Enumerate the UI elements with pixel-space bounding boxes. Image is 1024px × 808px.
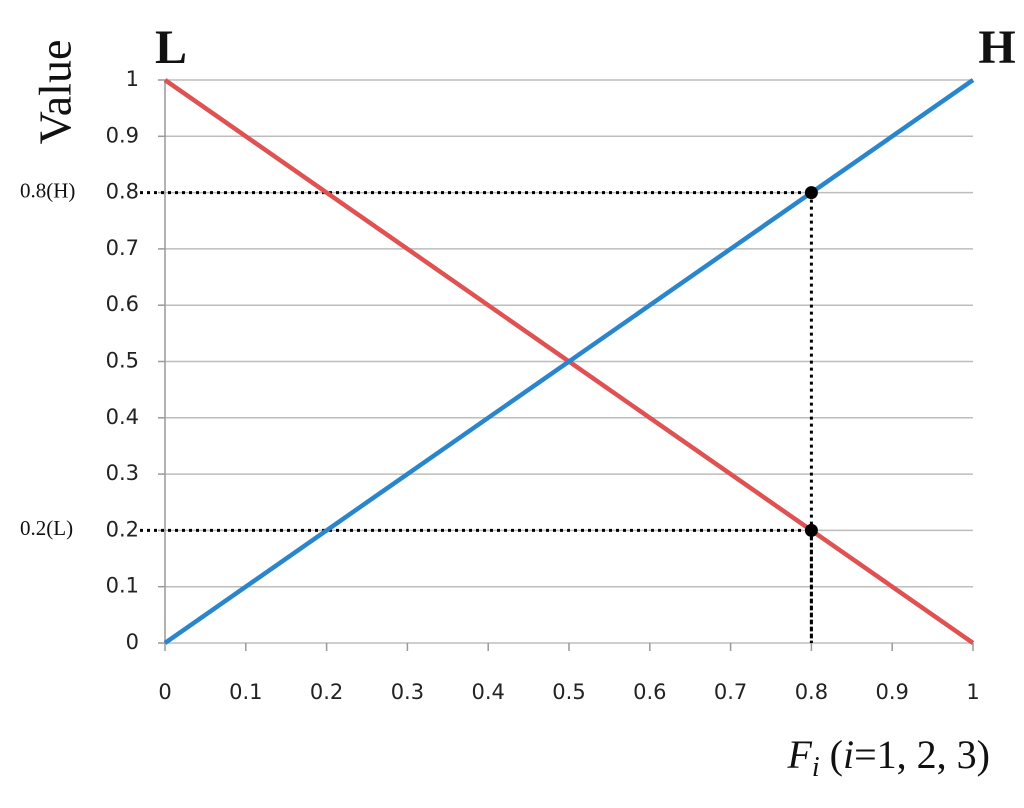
x-tick-label: 0.4 — [471, 680, 504, 704]
annotation-label: 0.8(H) — [20, 178, 75, 202]
marker-point — [804, 523, 818, 537]
y-tick-label: 0.3 — [106, 461, 139, 485]
x-tick-label: 0.1 — [229, 680, 262, 704]
y-tick-label: 0.6 — [106, 292, 139, 316]
x-label-part: =1, 2, 3) — [854, 732, 990, 777]
y-tick-label: 0.5 — [106, 349, 139, 373]
y-tick-label: 0.4 — [106, 405, 139, 429]
x-label-part: F — [786, 732, 812, 777]
annotation-label: 0.2(L) — [20, 516, 73, 540]
x-tick-label: 0.2 — [310, 680, 343, 704]
y-tick-label: 1 — [126, 67, 139, 91]
x-tick-label: 0.9 — [875, 680, 908, 704]
y-tick-label: 0 — [126, 630, 139, 654]
x-axis-label: Fi (i=1, 2, 3) — [786, 732, 990, 783]
y-tick-label: 0.7 — [106, 236, 139, 260]
y-tick-label: 0.8 — [106, 180, 139, 204]
x-tick-label: 0 — [158, 680, 171, 704]
series-label: L — [155, 21, 187, 74]
y-axis-label: Value — [30, 40, 81, 145]
marker-point — [804, 186, 818, 200]
y-tick-label: 0.2 — [106, 517, 139, 541]
y-tick-label: 0.1 — [106, 574, 139, 598]
series-line — [163, 78, 975, 645]
x-tick-label: 0.5 — [552, 680, 585, 704]
y-tick-label: 0.9 — [106, 123, 139, 147]
x-tick-label: 1 — [966, 680, 979, 704]
x-label-part: i — [843, 732, 854, 777]
x-tick-label: 0.3 — [391, 680, 424, 704]
x-label-part: ( — [820, 732, 843, 777]
x-tick-label: 0.7 — [714, 680, 747, 704]
x-tick-label: 0.6 — [633, 680, 666, 704]
x-label-part: i — [812, 752, 820, 783]
x-tick-label: 0.8 — [795, 680, 828, 704]
series-label: H — [978, 21, 1015, 74]
